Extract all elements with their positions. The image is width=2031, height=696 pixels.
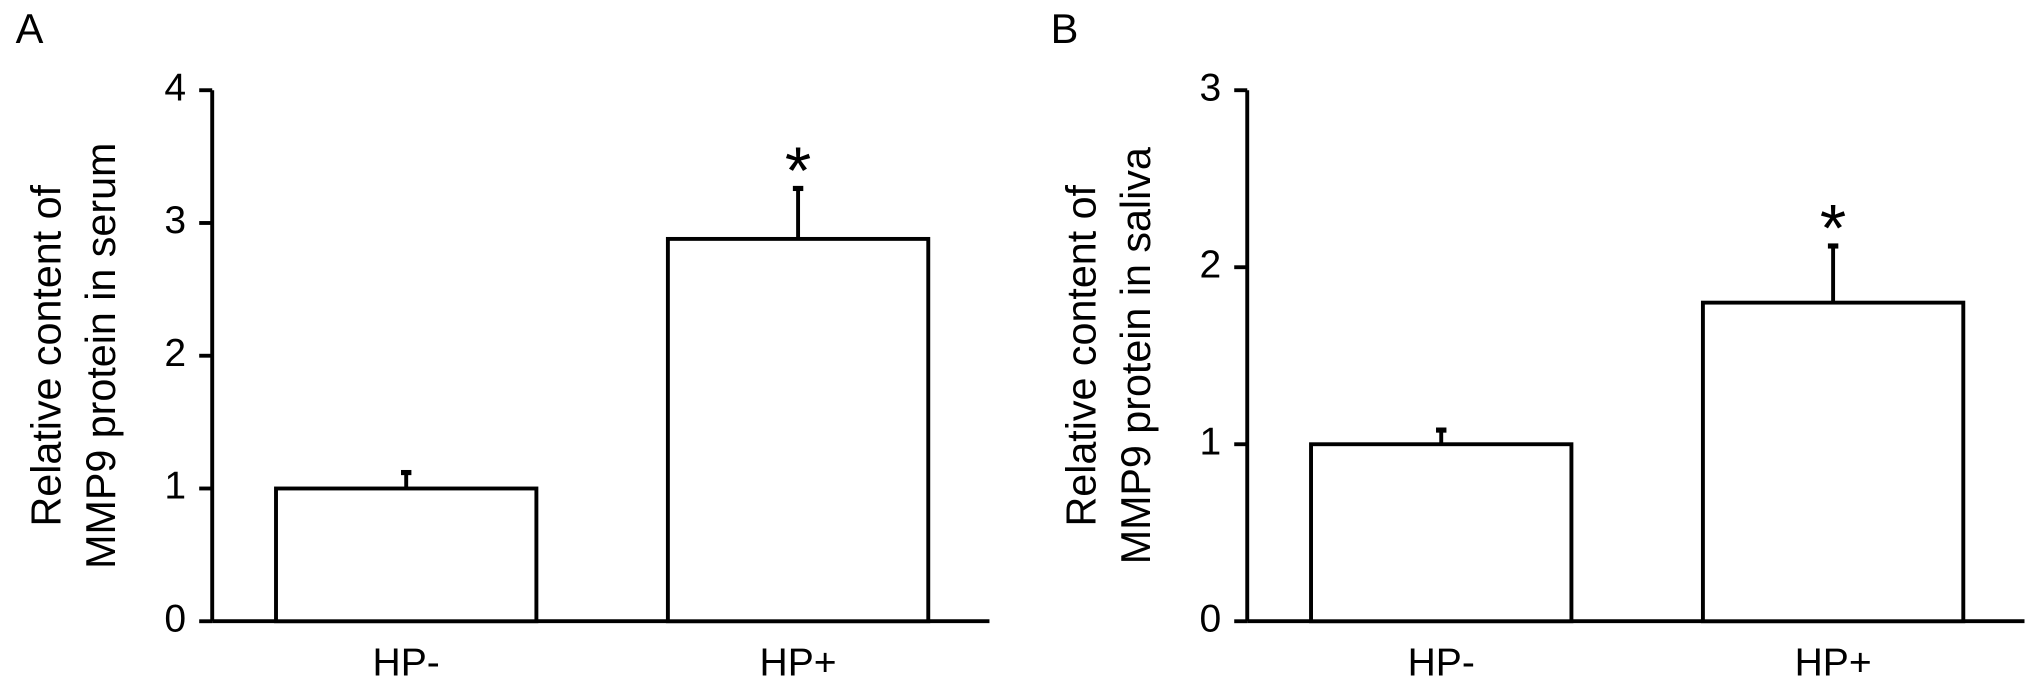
y-tick-label: 0 [1199, 598, 1221, 641]
y-axis-label: MMP9 protein in serum [77, 143, 124, 569]
significance-marker: * [785, 134, 811, 209]
x-tick-label: HP- [373, 641, 440, 684]
y-tick-label: 4 [164, 67, 186, 110]
x-tick-label: HP+ [1795, 641, 1872, 684]
panel-label: B [1051, 5, 1079, 52]
y-tick-label: 2 [1199, 244, 1221, 287]
y-tick-label: 0 [164, 598, 186, 641]
bar [274, 486, 539, 624]
panel-label: A [16, 5, 44, 52]
chart-panel: A Relative content of MMP9 protein in seru… [16, 5, 990, 684]
y-tick-label: 3 [164, 199, 186, 242]
x-tick-label: HP- [1408, 641, 1475, 684]
bar [1700, 300, 1966, 624]
y-tick-label: 3 [1199, 67, 1221, 110]
chart-panel: B Relative content of MMP9 protein in sali… [1051, 5, 2025, 684]
y-axis-label: Relative content of [1057, 185, 1104, 527]
y-tick-label: 1 [164, 465, 186, 508]
y-tick-label: 1 [1199, 421, 1221, 464]
bar [665, 236, 931, 624]
significance-marker: * [1820, 191, 1846, 266]
y-axis-label: Relative content of [22, 185, 69, 527]
x-tick-label: HP+ [760, 641, 837, 684]
y-axis-label: MMP9 protein in saliva [1112, 146, 1159, 564]
y-tick-label: 2 [164, 332, 186, 375]
bar [1309, 442, 1574, 624]
